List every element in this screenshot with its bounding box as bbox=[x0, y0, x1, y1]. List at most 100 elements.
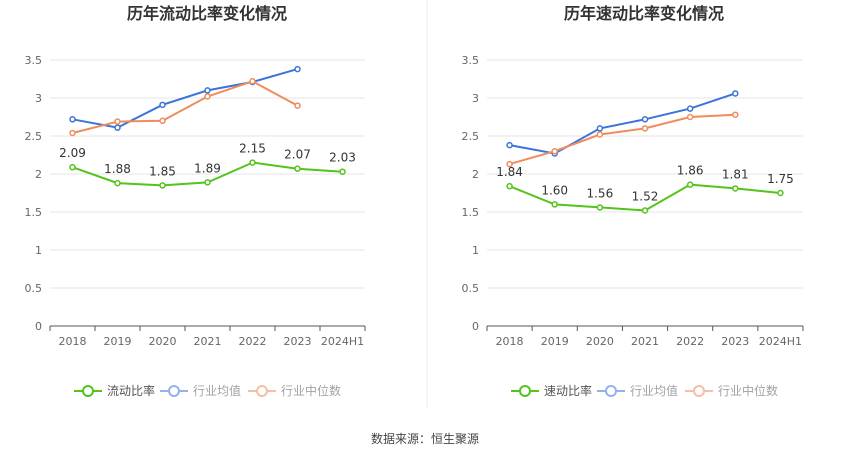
data-point bbox=[69, 129, 76, 137]
legend-label: 速动比率 bbox=[544, 383, 592, 398]
data-point bbox=[596, 125, 604, 132]
data-point bbox=[159, 182, 166, 189]
y-tick-label: 2 bbox=[35, 168, 42, 181]
y-tick-label: 3.5 bbox=[25, 54, 43, 67]
legend-label: 行业均值 bbox=[630, 383, 678, 398]
legend-label: 行业中位数 bbox=[718, 383, 778, 398]
source-note: 数据来源：恒生聚源 bbox=[371, 431, 479, 446]
legend-marker bbox=[693, 385, 705, 397]
legend-label: 行业均值 bbox=[193, 383, 241, 398]
y-tick-label: 1 bbox=[472, 244, 479, 257]
y-tick-label: 0 bbox=[35, 320, 42, 333]
x-tick-label: 2019 bbox=[541, 335, 569, 348]
x-tick-label: 2024H1 bbox=[759, 335, 802, 348]
y-tick-label: 2.5 bbox=[462, 130, 480, 143]
x-tick-label: 2018 bbox=[59, 335, 87, 348]
data-point bbox=[294, 102, 301, 109]
data-point bbox=[506, 160, 513, 168]
data-point bbox=[294, 65, 301, 73]
legend-marker bbox=[605, 385, 617, 397]
data-label: 1.60 bbox=[541, 183, 568, 197]
x-tick-label: 2022 bbox=[239, 335, 267, 348]
y-tick-label: 2.5 bbox=[25, 130, 43, 143]
data-point bbox=[686, 181, 694, 188]
legend-marker bbox=[256, 385, 268, 397]
x-tick-label: 2024H1 bbox=[321, 335, 364, 348]
y-tick-label: 3 bbox=[35, 92, 42, 105]
data-point bbox=[686, 105, 694, 112]
data-label: 2.07 bbox=[284, 148, 311, 162]
series-line bbox=[72, 80, 298, 134]
current-ratio-chart: 历年流动比率变化情况 0 0.5 1 1.5 2 2.5 3 3.5 2018 2019 2020 20… bbox=[25, 4, 366, 398]
data-point bbox=[204, 87, 211, 94]
x-tick-label: 2023 bbox=[284, 335, 312, 348]
data-point bbox=[732, 90, 739, 97]
data-point bbox=[596, 131, 604, 138]
legend-item: 行业中位数 bbox=[248, 383, 341, 398]
legend-label: 行业中位数 bbox=[281, 383, 341, 398]
data-point bbox=[114, 124, 121, 131]
x-tick-label: 2018 bbox=[496, 335, 524, 348]
x-tick-label: 2020 bbox=[586, 335, 614, 348]
legend-item: 流动比率 bbox=[74, 383, 155, 398]
y-tick-label: 1 bbox=[35, 244, 42, 257]
data-point bbox=[506, 182, 513, 190]
data-label: 1.56 bbox=[586, 186, 613, 200]
data-label: 1.81 bbox=[722, 167, 749, 181]
data-point bbox=[551, 201, 558, 208]
legend-item: 行业均值 bbox=[597, 383, 678, 398]
data-label: 1.89 bbox=[194, 161, 221, 175]
data-point bbox=[159, 101, 166, 109]
data-point bbox=[641, 207, 649, 214]
y-tick-label: 3 bbox=[472, 92, 479, 105]
legend-item: 速动比率 bbox=[511, 383, 592, 398]
data-point bbox=[69, 116, 76, 123]
legend-marker bbox=[519, 385, 531, 397]
data-point bbox=[114, 118, 121, 125]
data-point bbox=[69, 163, 76, 171]
data-label: 2.15 bbox=[239, 142, 266, 156]
x-tick-label: 2021 bbox=[631, 335, 659, 348]
data-label: 1.86 bbox=[677, 164, 704, 178]
x-tick-label: 2021 bbox=[194, 335, 222, 348]
data-point bbox=[596, 204, 604, 211]
data-label: 1.84 bbox=[496, 165, 523, 179]
series-line bbox=[72, 68, 298, 129]
data-point bbox=[732, 111, 739, 118]
legend-marker bbox=[82, 385, 94, 397]
x-tick-label: 2022 bbox=[676, 335, 704, 348]
data-point bbox=[249, 78, 256, 85]
series-line bbox=[509, 113, 736, 166]
data-label: 1.75 bbox=[767, 172, 794, 186]
y-tick-label: 2 bbox=[472, 168, 479, 181]
data-point bbox=[551, 147, 558, 155]
data-point bbox=[732, 185, 739, 192]
x-tick-label: 2023 bbox=[721, 335, 749, 348]
data-point bbox=[641, 116, 649, 123]
legend-item: 行业中位数 bbox=[685, 383, 778, 398]
data-label: 2.09 bbox=[59, 146, 86, 160]
data-point bbox=[641, 125, 649, 132]
data-point bbox=[294, 165, 301, 172]
x-tick-label: 2019 bbox=[104, 335, 132, 348]
y-tick-label: 1.5 bbox=[25, 206, 43, 219]
data-point bbox=[159, 117, 166, 125]
legend-item: 行业均值 bbox=[160, 383, 241, 398]
x-tick-label: 2020 bbox=[149, 335, 177, 348]
y-tick-label: 0.5 bbox=[462, 282, 480, 295]
data-label: 2.03 bbox=[329, 151, 356, 165]
y-tick-label: 0.5 bbox=[25, 282, 43, 295]
y-tick-label: 3.5 bbox=[462, 54, 480, 67]
data-point bbox=[777, 189, 784, 197]
legend-marker bbox=[168, 385, 180, 397]
data-point bbox=[204, 179, 211, 186]
data-label: 1.52 bbox=[632, 189, 659, 203]
y-tick-label: 1.5 bbox=[462, 206, 480, 219]
data-point bbox=[204, 93, 211, 100]
data-point bbox=[686, 113, 694, 121]
chart-title: 历年流动比率变化情况 bbox=[127, 4, 287, 23]
data-point bbox=[506, 141, 513, 149]
y-tick-label: 0 bbox=[472, 320, 479, 333]
